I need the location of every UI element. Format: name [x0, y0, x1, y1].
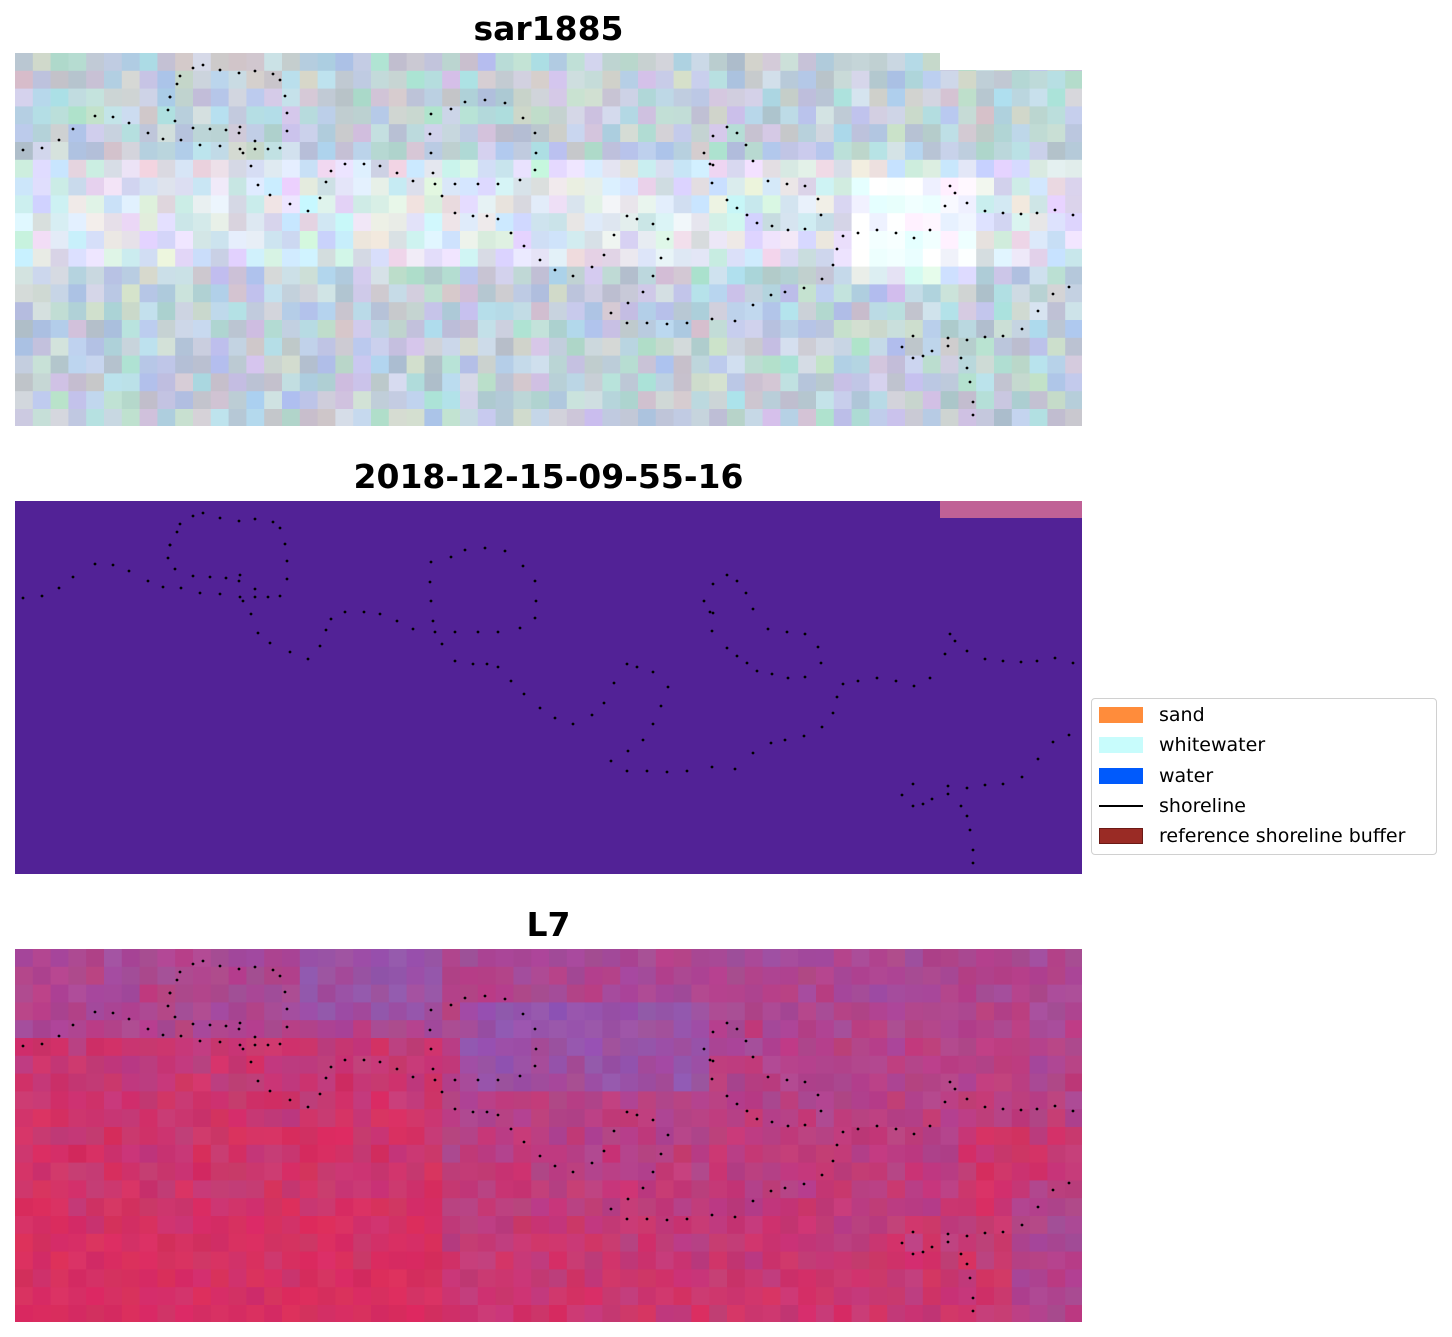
classified-image-panel [15, 501, 1082, 874]
legend-line-shoreline [1099, 805, 1143, 807]
legend-swatch-sand [1099, 707, 1143, 723]
rgb-image-panel [15, 53, 1082, 426]
legend-label-whitewater: whitewater [1159, 734, 1266, 756]
index-image-panel [15, 949, 1082, 1322]
panel-title-classified: 2018-12-15-09-55-16 [353, 457, 744, 496]
classified-image [15, 501, 1082, 874]
panel-title-index: L7 [526, 905, 571, 944]
legend-label-water: water [1159, 765, 1214, 787]
legend-item-water: water [1099, 764, 1213, 788]
rgb-image [15, 53, 1082, 426]
legend-swatch-water [1099, 768, 1143, 784]
legend: sand whitewater water shoreline referenc… [1091, 698, 1437, 855]
panel-title-rgb: sar1885 [473, 9, 624, 48]
legend-item-sand: sand [1099, 703, 1205, 727]
legend-swatch-reference-buffer [1099, 828, 1143, 844]
shoreline-dots [21, 511, 1075, 865]
index-image [15, 949, 1082, 1322]
legend-swatch-whitewater [1099, 737, 1143, 753]
legend-label-reference-buffer: reference shoreline buffer [1159, 825, 1406, 847]
legend-item-whitewater: whitewater [1099, 733, 1265, 757]
legend-label-sand: sand [1159, 704, 1205, 726]
shoreline-dots [21, 959, 1075, 1313]
legend-label-shoreline: shoreline [1159, 795, 1246, 817]
legend-item-reference-buffer: reference shoreline buffer [1099, 824, 1405, 848]
legend-item-shoreline: shoreline [1099, 794, 1246, 818]
shoreline-dots [21, 63, 1075, 417]
